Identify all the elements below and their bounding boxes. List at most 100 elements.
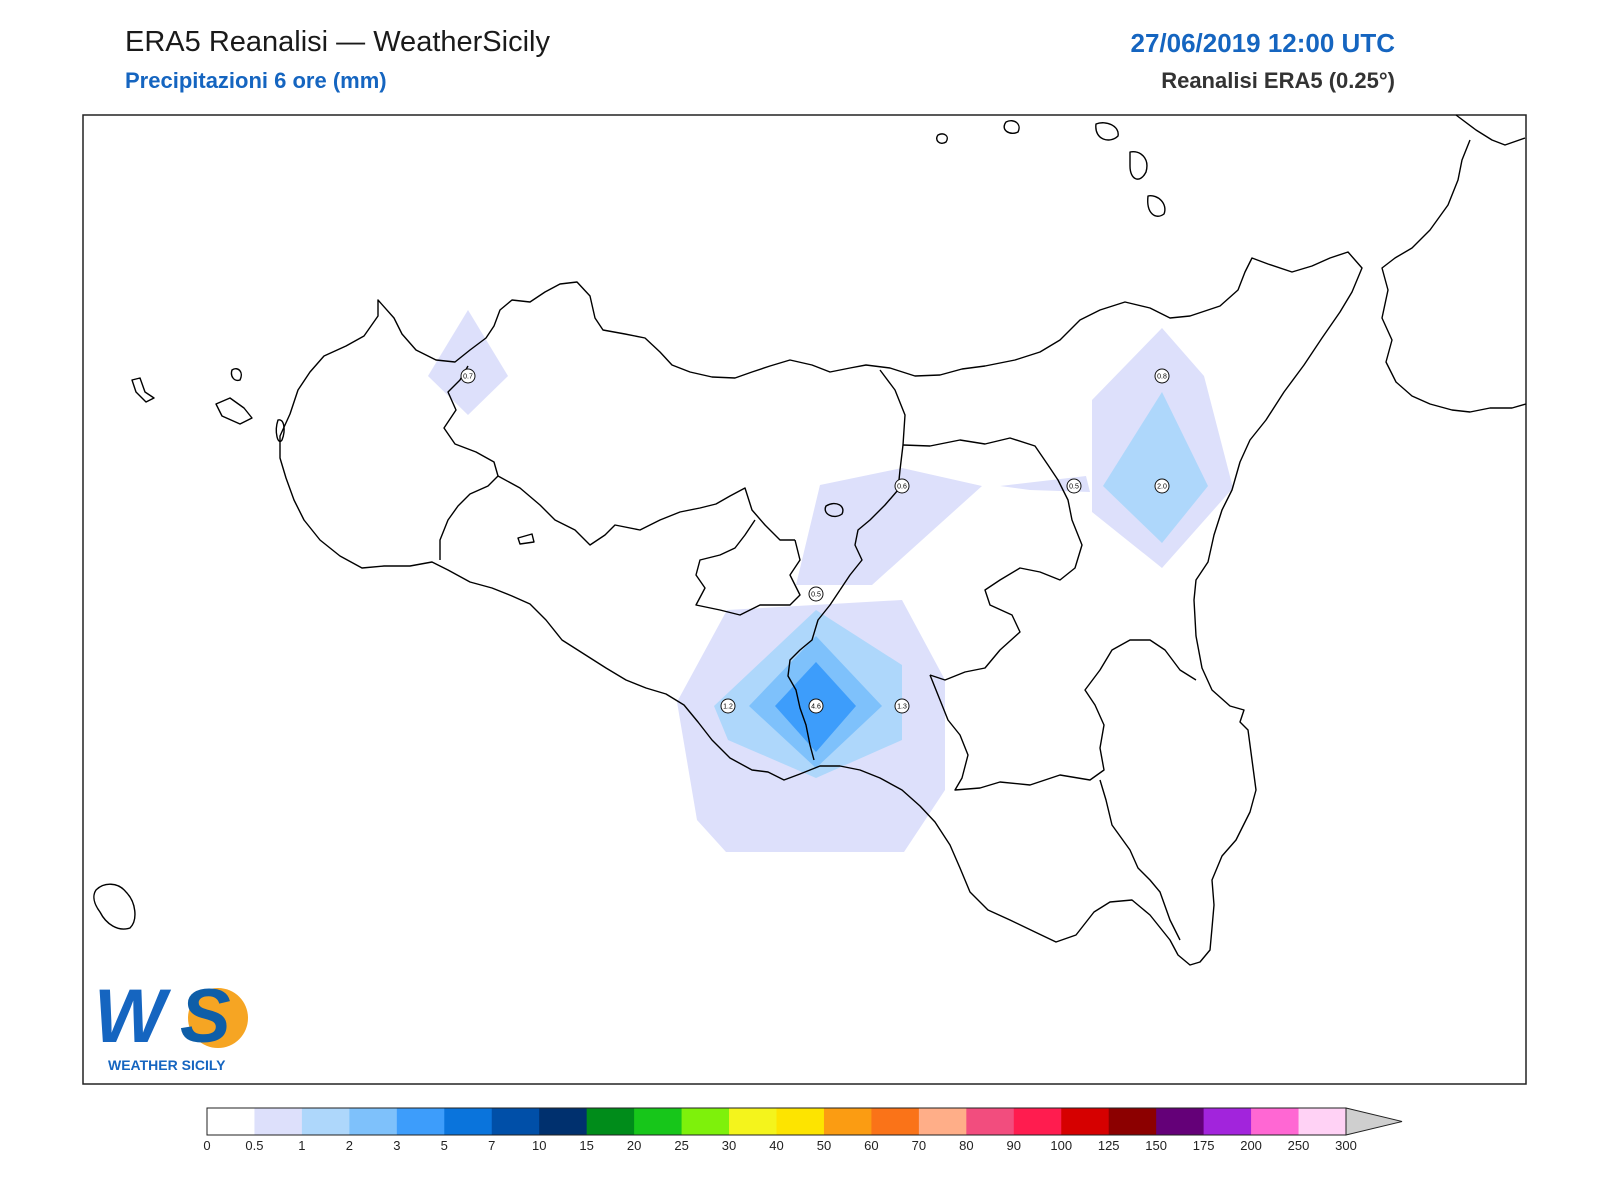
legend-swatch [396, 1108, 445, 1135]
legend-tick-label: 200 [1240, 1138, 1262, 1153]
legend-swatch [1061, 1108, 1110, 1135]
station-value: 4.6 [811, 704, 821, 711]
map-subtitle: Precipitazioni 6 ore (mm) [125, 68, 387, 93]
legend-tick-label: 15 [579, 1138, 594, 1153]
valid-datetime: 27/06/2019 12:00 UTC [1130, 28, 1395, 58]
province-border-ragusa [929, 639, 1197, 791]
legend-tick-labels: 0 0.5 1 2 3 5 7 10 15 20 25 30 40 50 60 70 80 90 100 125 150… [0, 1138, 1600, 1158]
legend-tick-label: 0 [203, 1138, 211, 1153]
province-border-palermo-east [839, 369, 906, 591]
logo-text: WEATHER SICILY [108, 1057, 226, 1073]
island-marettimo [131, 377, 155, 403]
island-inland-lake [517, 533, 535, 545]
legend-tick-label: 90 [1006, 1138, 1022, 1153]
legend-overflow-arrow [1345, 1107, 1403, 1136]
station-marker: 0.8 [1154, 368, 1170, 384]
legend-tick-label: 2 [345, 1138, 353, 1153]
coastlines [93, 114, 1527, 966]
island-ustica [275, 419, 285, 443]
legend-swatch [776, 1108, 825, 1135]
legend-swatch [254, 1108, 303, 1135]
island-lake-2 [824, 502, 844, 518]
province-border-caltanissetta [695, 519, 801, 616]
station-value: 1.2 [723, 704, 733, 711]
island-salina [1095, 122, 1119, 141]
legend-tick-label: 100 [1050, 1138, 1073, 1153]
island-vulcano [1147, 195, 1166, 217]
station-value: 0.6 [897, 484, 907, 491]
precip-area-west [428, 310, 508, 415]
province-border-trapani [439, 365, 499, 560]
station-marker: 2.0 [1154, 478, 1170, 494]
legend-swatch [586, 1108, 635, 1135]
legend-tick-label: 125 [1097, 1138, 1120, 1153]
legend-swatch [966, 1108, 1015, 1135]
legend-tick-label: 10 [531, 1138, 547, 1153]
calabria-coastline [1381, 114, 1527, 413]
island-lipari [1129, 151, 1148, 180]
legend-swatch [207, 1108, 255, 1135]
sun-icon [188, 988, 248, 1048]
legend-tick-label: 60 [864, 1138, 879, 1153]
legend-swatch [729, 1108, 777, 1135]
station-value: 1.3 [897, 704, 907, 711]
legend-swatch [1013, 1108, 1062, 1135]
station-value: 2.0 [1157, 484, 1167, 491]
station-marker: 0.5 [808, 586, 824, 602]
station-markers: 0.7 0.8 0.5 2.0 0.6 0.5 1.2 4.6 1.3 [460, 368, 1170, 714]
legend-tick-label: 3 [393, 1138, 401, 1153]
legend-tick-label: 50 [816, 1138, 832, 1153]
logo-letter-s: S [180, 974, 231, 1059]
legend-tick-label: 7 [488, 1138, 496, 1153]
map-frame [82, 114, 1527, 1085]
legend-swatch [1298, 1108, 1347, 1135]
legend-swatch [444, 1108, 493, 1135]
legend-tick-label: 80 [959, 1138, 974, 1153]
station-marker: 0.6 [894, 478, 910, 494]
legend-tick-label: 150 [1145, 1138, 1168, 1153]
station-marker: 1.3 [894, 698, 910, 714]
precip-area-central-band [796, 468, 982, 585]
legend-tick-label: 175 [1192, 1138, 1215, 1153]
province-border-enna [902, 437, 1083, 681]
legend-tick-label: 30 [721, 1138, 737, 1153]
station-marker: 4.6 [808, 698, 824, 714]
legend-frame [206, 1107, 1347, 1136]
legend-swatch [823, 1108, 872, 1135]
province-border-siracusa [1099, 779, 1181, 941]
legend-tick-label: 300 [1335, 1138, 1357, 1153]
island-levanzo [230, 368, 242, 382]
legend-swatch [634, 1108, 683, 1135]
legend-swatch [301, 1108, 350, 1135]
legend-tick-label: 70 [911, 1138, 927, 1153]
station-marker: 1.2 [720, 698, 736, 714]
station-marker: 0.7 [460, 368, 476, 384]
legend-swatch [1251, 1108, 1300, 1135]
legend-swatch [1156, 1108, 1205, 1135]
legend-swatch [1108, 1108, 1157, 1135]
station-value: 0.5 [811, 592, 821, 599]
legend-swatch [539, 1108, 588, 1135]
weather-sicily-logo: W S WEATHER SICILY [94, 974, 248, 1073]
legend-swatch [491, 1108, 540, 1135]
legend-swatch [681, 1108, 730, 1135]
station-marker: 0.5 [1066, 478, 1082, 494]
station-value: 0.7 [463, 374, 473, 381]
legend-swatch [349, 1108, 398, 1135]
island-alicudi [936, 133, 948, 144]
model-label: Reanalisi ERA5 (0.25°) [1161, 68, 1395, 93]
legend-swatch [918, 1108, 967, 1135]
legend-tick-label: 1 [298, 1138, 306, 1153]
legend-tick-label: 40 [769, 1138, 784, 1153]
map-title: ERA5 Reanalisi — WeatherSicily [125, 26, 550, 58]
legend-tick-label: 250 [1287, 1138, 1310, 1153]
legend-colorbar [206, 1107, 1403, 1136]
province-border-palermo-south [497, 475, 795, 546]
legend-swatch [1203, 1108, 1252, 1135]
station-value: 0.5 [1069, 484, 1079, 491]
island-favignana [215, 397, 253, 425]
island-linosa [93, 883, 136, 930]
island-filicudi [1003, 120, 1020, 134]
legend-tick-label: 20 [626, 1138, 642, 1153]
